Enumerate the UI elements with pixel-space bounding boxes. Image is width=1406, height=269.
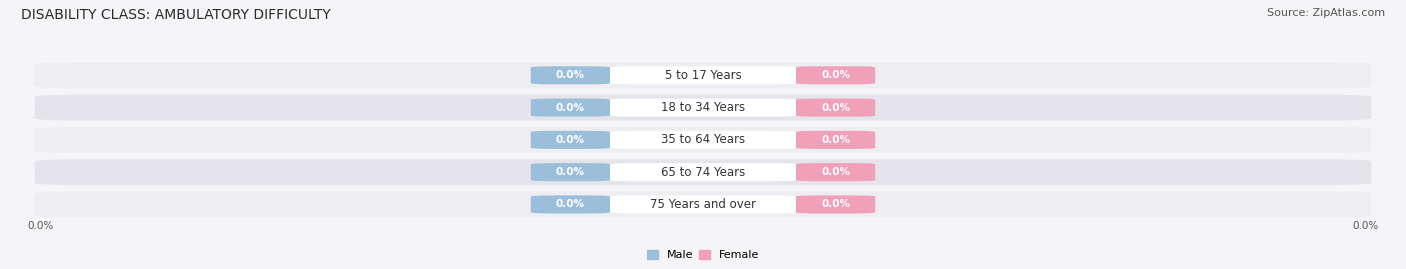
FancyBboxPatch shape (610, 163, 796, 181)
FancyBboxPatch shape (35, 159, 1371, 185)
FancyBboxPatch shape (610, 98, 796, 117)
Text: 0.0%: 0.0% (555, 167, 585, 177)
Text: 0.0%: 0.0% (821, 135, 851, 145)
FancyBboxPatch shape (531, 98, 610, 117)
Text: 0.0%: 0.0% (28, 221, 53, 231)
FancyBboxPatch shape (796, 66, 875, 84)
Text: 0.0%: 0.0% (555, 102, 585, 113)
FancyBboxPatch shape (531, 163, 610, 181)
Text: 0.0%: 0.0% (821, 102, 851, 113)
Text: 0.0%: 0.0% (555, 199, 585, 210)
Text: 18 to 34 Years: 18 to 34 Years (661, 101, 745, 114)
FancyBboxPatch shape (35, 95, 1371, 121)
FancyBboxPatch shape (35, 127, 1371, 153)
FancyBboxPatch shape (531, 195, 610, 214)
Text: 35 to 64 Years: 35 to 64 Years (661, 133, 745, 146)
FancyBboxPatch shape (796, 163, 875, 181)
Text: Source: ZipAtlas.com: Source: ZipAtlas.com (1267, 8, 1385, 18)
Text: 65 to 74 Years: 65 to 74 Years (661, 166, 745, 179)
FancyBboxPatch shape (35, 62, 1371, 88)
FancyBboxPatch shape (531, 66, 610, 84)
FancyBboxPatch shape (610, 131, 796, 149)
FancyBboxPatch shape (610, 66, 796, 84)
FancyBboxPatch shape (531, 131, 610, 149)
Text: 0.0%: 0.0% (555, 70, 585, 80)
Text: 5 to 17 Years: 5 to 17 Years (665, 69, 741, 82)
FancyBboxPatch shape (796, 98, 875, 117)
Text: DISABILITY CLASS: AMBULATORY DIFFICULTY: DISABILITY CLASS: AMBULATORY DIFFICULTY (21, 8, 330, 22)
FancyBboxPatch shape (796, 131, 875, 149)
Text: 0.0%: 0.0% (555, 135, 585, 145)
FancyBboxPatch shape (610, 195, 796, 214)
FancyBboxPatch shape (35, 192, 1371, 217)
FancyBboxPatch shape (796, 195, 875, 214)
Text: 0.0%: 0.0% (821, 167, 851, 177)
Legend: Male, Female: Male, Female (647, 250, 759, 260)
Text: 0.0%: 0.0% (821, 199, 851, 210)
Text: 0.0%: 0.0% (1353, 221, 1378, 231)
Text: 0.0%: 0.0% (821, 70, 851, 80)
Text: 75 Years and over: 75 Years and over (650, 198, 756, 211)
